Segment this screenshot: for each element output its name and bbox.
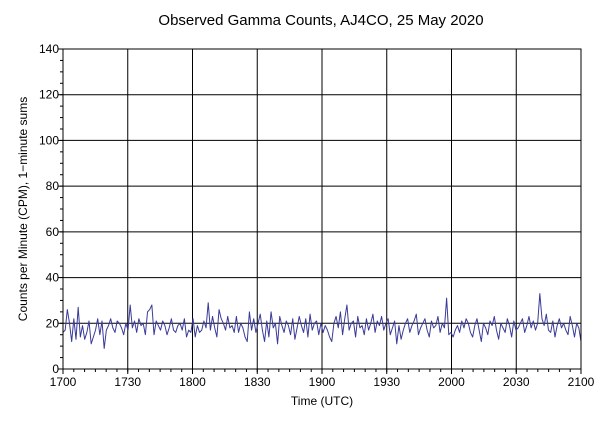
- y-tick-label: 20: [46, 316, 60, 330]
- y-tick-label: 100: [39, 133, 59, 147]
- x-tick-label: 1930: [373, 375, 400, 389]
- y-tick-label: 0: [52, 362, 59, 376]
- chart-title: Observed Gamma Counts, AJ4CO, 25 May 202…: [158, 12, 483, 29]
- series-line: [62, 293, 582, 349]
- x-tick-label: 1830: [244, 375, 271, 389]
- grid: [63, 49, 581, 369]
- x-axis-ticks: 1700 1730 1800 1830 1900 1930 2000 2030 2100: [50, 369, 595, 389]
- y-tick-label: 80: [46, 179, 60, 193]
- x-tick-label: 1730: [114, 375, 141, 389]
- y-tick-label: 40: [46, 271, 60, 285]
- x-tick-label: 2000: [438, 375, 465, 389]
- x-tick-label: 1900: [309, 375, 336, 389]
- y-axis-label: Counts per Minute (CPM), 1−minute sums: [16, 97, 30, 321]
- series-layer: [62, 293, 582, 349]
- x-axis-label: Time (UTC): [291, 394, 353, 408]
- y-tick-label: 60: [46, 225, 60, 239]
- x-tick-label: 1800: [179, 375, 206, 389]
- y-tick-label: 140: [39, 42, 59, 56]
- y-tick-label: 120: [39, 88, 59, 102]
- x-tick-label: 1700: [50, 375, 77, 389]
- y-axis-ticks: 0 20 40 60 80 100 120 140: [39, 42, 63, 376]
- x-tick-label: 2030: [503, 375, 530, 389]
- x-tick-label: 2100: [568, 375, 595, 389]
